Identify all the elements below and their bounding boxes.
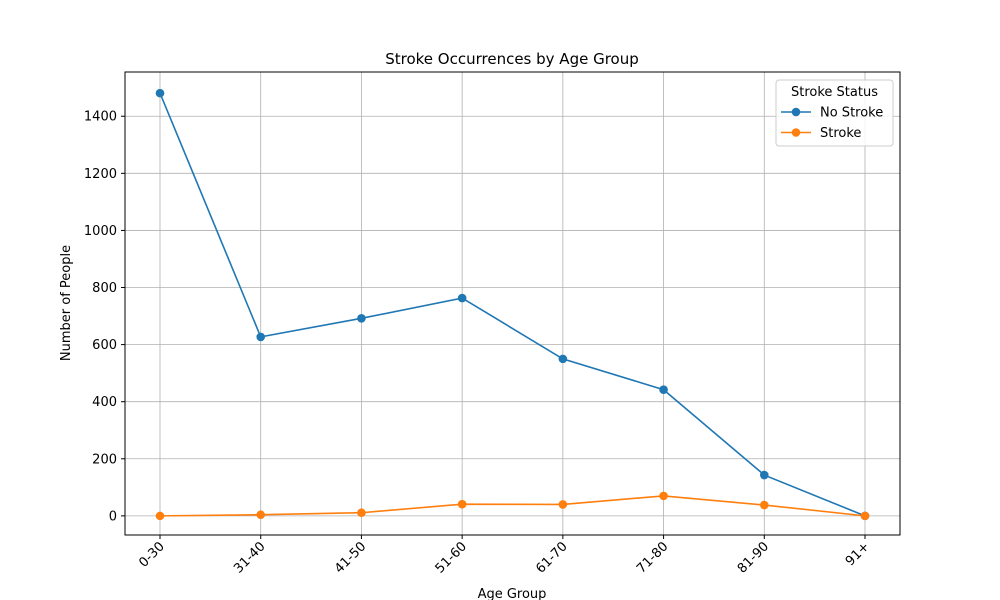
data-point bbox=[457, 293, 467, 303]
data-point bbox=[558, 500, 568, 509]
data-point bbox=[155, 511, 165, 521]
legend-swatch-marker bbox=[791, 107, 801, 117]
x-tick-label: 0-30 bbox=[136, 539, 167, 570]
y-tick-label: 0 bbox=[109, 509, 117, 524]
x-tick-label: 91+ bbox=[843, 539, 873, 569]
y-tick-label: 600 bbox=[92, 338, 117, 353]
series-layer bbox=[155, 88, 870, 521]
y-tick-label: 400 bbox=[92, 395, 117, 410]
x-tick-label: 61-70 bbox=[533, 539, 570, 576]
plot-frame bbox=[124, 71, 901, 536]
data-point bbox=[860, 511, 870, 521]
y-tick-label: 800 bbox=[92, 281, 117, 296]
data-point bbox=[759, 500, 769, 510]
legend-label: No Stroke bbox=[820, 106, 883, 121]
x-tick-label: 41-50 bbox=[332, 539, 369, 576]
data-point bbox=[659, 491, 668, 501]
legend: Stroke Status No Stroke Stroke bbox=[775, 79, 894, 147]
data-point bbox=[256, 510, 266, 520]
grid bbox=[125, 72, 900, 535]
data-point bbox=[759, 470, 769, 480]
series-line bbox=[159, 92, 866, 517]
x-tick-label: 71-80 bbox=[634, 539, 671, 576]
data-point bbox=[659, 385, 668, 395]
y-tick-label: 1000 bbox=[84, 224, 117, 239]
legend-swatch-marker bbox=[791, 128, 801, 137]
series-line bbox=[159, 495, 866, 517]
data-point bbox=[357, 508, 366, 518]
x-tick-label: 81-90 bbox=[735, 539, 772, 576]
data-point bbox=[457, 499, 467, 509]
data-point bbox=[558, 354, 568, 364]
series-stroke bbox=[155, 491, 870, 521]
y-axis-label: Number of People bbox=[59, 245, 74, 361]
x-tick-label: 51-60 bbox=[433, 539, 470, 576]
y-tick-label: 200 bbox=[92, 452, 117, 467]
legend-label: Stroke bbox=[820, 126, 861, 141]
tick-labels: 0 200 400 600 800 1000 1200 1400 0-30 31-40 41-50 5… bbox=[84, 110, 873, 577]
x-tick-label: 31-40 bbox=[231, 539, 268, 576]
y-tick-label: 1200 bbox=[84, 167, 117, 182]
legend-title: Stroke Status bbox=[791, 85, 878, 100]
data-point bbox=[155, 88, 165, 98]
y-tick-label: 1400 bbox=[84, 110, 117, 125]
legend-box bbox=[775, 79, 894, 147]
series-no-stroke bbox=[155, 88, 870, 521]
chart-title: Stroke Occurrences by Age Group bbox=[385, 50, 639, 68]
axes bbox=[124, 71, 901, 536]
data-point bbox=[256, 332, 266, 342]
x-axis-label: Age Group bbox=[478, 587, 547, 600]
data-point bbox=[357, 314, 366, 323]
